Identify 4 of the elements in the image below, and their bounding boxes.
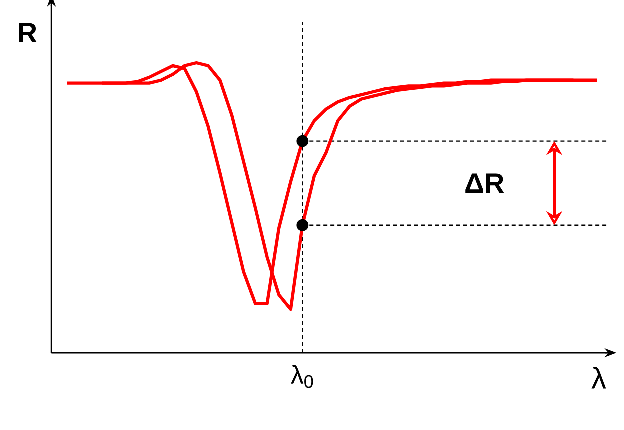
x-axis-title: λ <box>592 367 606 389</box>
y-axis-title: R <box>19 23 37 42</box>
annotation: ΔR <box>466 174 504 193</box>
text: λ$_{0}$ <box>291 365 314 388</box>
